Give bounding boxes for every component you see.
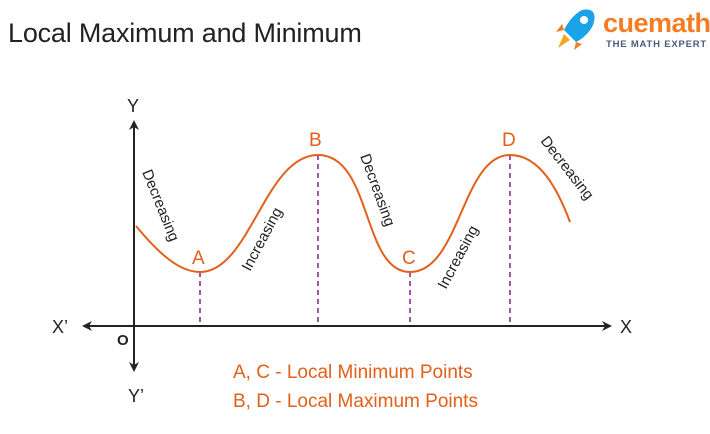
brand-name: cuemath <box>603 8 710 38</box>
legend-minimum: A, C - Local Minimum Points <box>233 362 473 383</box>
brand-tagline: THE MATH EXPERT <box>606 39 708 50</box>
x-axis-label: X <box>620 317 632 337</box>
point-a-label: A <box>192 248 205 269</box>
function-curve <box>135 153 571 274</box>
trend-decreasing-1: Decreasing <box>138 167 182 244</box>
y-negative-label: Y’ <box>128 386 144 406</box>
legend-maximum: B, D - Local Maximum Points <box>233 391 478 412</box>
brand-logo: cuemath THE MATH EXPERT <box>548 4 710 56</box>
rocket-icon <box>556 9 595 50</box>
point-d-label: D <box>502 130 516 151</box>
trend-decreasing-3: Decreasing <box>537 133 597 203</box>
point-c-label: C <box>402 248 416 269</box>
origin-label: O <box>117 332 129 349</box>
page-title: Local Maximum and Minimum <box>8 18 362 48</box>
point-b-label: B <box>309 130 322 151</box>
y-axis-label: Y <box>127 96 139 116</box>
trend-increasing-2: Increasing <box>435 223 483 292</box>
x-negative-label: X’ <box>52 317 68 337</box>
trend-increasing-1: Increasing <box>239 205 287 274</box>
trend-decreasing-2: Decreasing <box>356 152 398 229</box>
